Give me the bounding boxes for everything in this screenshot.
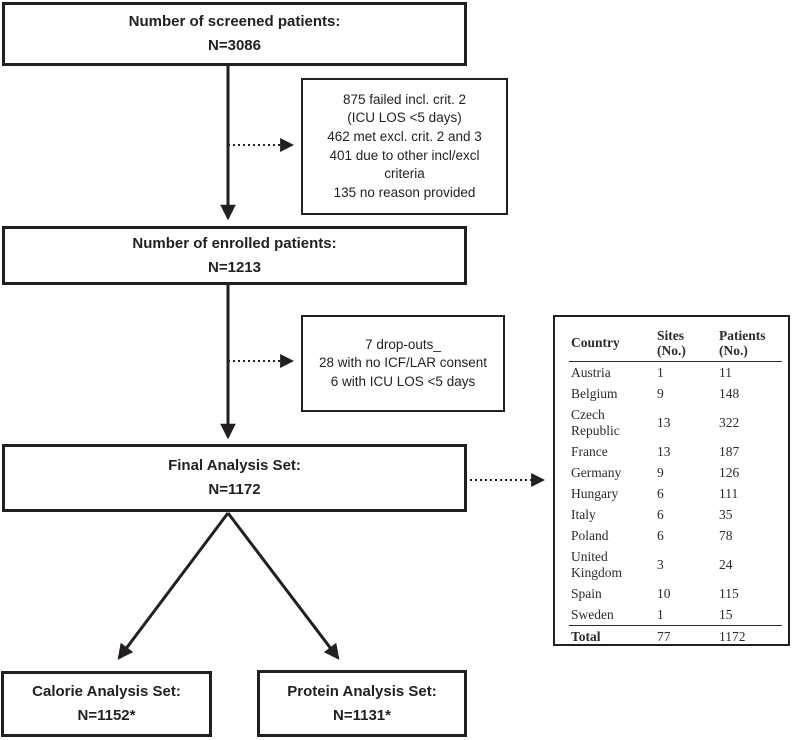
cell-sites: 13 [657,414,671,430]
dropouts-line: 28 with no ICF/LAR consent [318,355,488,371]
table-header-row: Country Sites (No.) Patients (No.) [569,325,782,363]
cell-patients: 322 [719,414,740,430]
cell-patients: 148 [719,385,740,401]
cell-country: Italy [571,506,596,522]
table-row: Spain 10 115 [569,583,782,604]
exclusions-line: (ICU LOS <5 days) [347,110,462,126]
protein-analysis-set-box: Protein Analysis Set: N=1131* [257,670,467,737]
cell-patients: 11 [719,364,732,380]
cell-country: Czech Republic [571,406,620,438]
cell-sites: 13 [657,443,671,459]
cell-patients: 111 [719,485,739,501]
arrow-final-to-calorie [117,512,230,660]
cell-sites: 9 [657,385,664,401]
cell-sites: 9 [657,464,664,480]
cell-patients: 187 [719,443,740,459]
cell-country: Spain [571,585,602,601]
country-sites-patients-table: Country Sites (No.) Patients (No.) Austr… [569,325,782,648]
country-table-box: Country Sites (No.) Patients (No.) Austr… [553,315,790,648]
cell-patients: 24 [719,556,733,572]
final-analysis-title: Final Analysis Set: [168,457,301,474]
cell-total-sites: 77 [655,625,717,648]
protein-analysis-title: Protein Analysis Set: [287,682,437,700]
screened-patients-box: Number of screened patients: N=3086 [2,2,467,66]
calorie-analysis-n: N=1152* [77,707,136,724]
header-sites: Sites (No.) [655,325,717,363]
cell-sites: 6 [657,506,664,522]
table-row: United Kingdom 3 24 [569,546,782,583]
dropouts-line: 7 drop-outs_ [365,336,441,352]
cell-patients: 115 [719,585,739,601]
screened-patients-n: N=3086 [208,37,261,54]
cell-country: Poland [571,527,609,543]
cell-country: Hungary [571,485,619,501]
table-row: Hungary 6 111 [569,483,782,504]
cell-patients: 35 [719,506,733,522]
final-analysis-set-box: Final Analysis Set: N=1172 [2,444,467,512]
cell-country: France [571,443,608,459]
table-row: Sweden 1 15 [569,604,782,626]
screened-patients-title: Number of screened patients: [128,13,341,30]
arrow-final-to-protein [226,512,340,660]
header-country: Country [569,325,655,363]
cell-sites: 6 [657,485,664,501]
calorie-analysis-set-box: Calorie Analysis Set: N=1152* [1,671,212,737]
exclusions-line: 401 due to other incl/excl [329,147,480,163]
cell-patients: 78 [719,527,733,543]
protein-analysis-n: N=1131* [333,706,391,724]
exclusions-line: criteria [384,166,425,182]
cell-sites: 6 [657,527,664,543]
exclusions-line: 135 no reason provided [333,184,476,200]
cell-country: Austria [571,364,611,380]
calorie-analysis-title: Calorie Analysis Set: [32,683,181,700]
cell-sites: 1 [657,606,664,622]
exclusions-note-box: 875 failed incl. crit. 2 (ICU LOS <5 day… [301,78,508,215]
table-row: Italy 6 35 [569,504,782,525]
cell-patients: 15 [719,606,733,622]
cell-country: Sweden [571,606,614,622]
enrolled-patients-n: N=1213 [208,258,261,276]
header-patients: Patients (No.) [717,325,782,363]
table-row: Poland 6 78 [569,525,782,546]
cell-total-patients: 1172 [717,625,782,648]
table-row: Belgium 9 148 [569,383,782,404]
dropouts-note-box: 7 drop-outs_ 28 with no ICF/LAR consent … [301,315,505,412]
cell-country: United Kingdom [571,548,623,580]
cell-sites: 10 [657,585,671,601]
table-row: France 13 187 [569,441,782,462]
enrolled-patients-title: Number of enrolled patients: [132,234,337,252]
cell-country: Belgium [571,385,618,401]
cell-country: Germany [571,464,622,480]
table-row: Germany 9 126 [569,462,782,483]
cell-total-label: Total [569,625,655,648]
cell-sites: 1 [657,364,664,380]
table-row: Austria 1 11 [569,362,782,384]
cell-patients: 126 [719,464,740,480]
table-row: Czech Republic 13 322 [569,404,782,441]
dropouts-line: 6 with ICU LOS <5 days [330,373,476,389]
exclusions-line: 462 met excl. crit. 2 and 3 [327,128,482,144]
cell-sites: 3 [657,556,664,572]
enrolled-patients-box: Number of enrolled patients: N=1213 [2,226,467,285]
exclusions-line: 875 failed incl. crit. 2 [342,91,467,107]
final-analysis-n: N=1172 [208,481,261,498]
table-total-row: Total 77 1172 [569,625,782,648]
